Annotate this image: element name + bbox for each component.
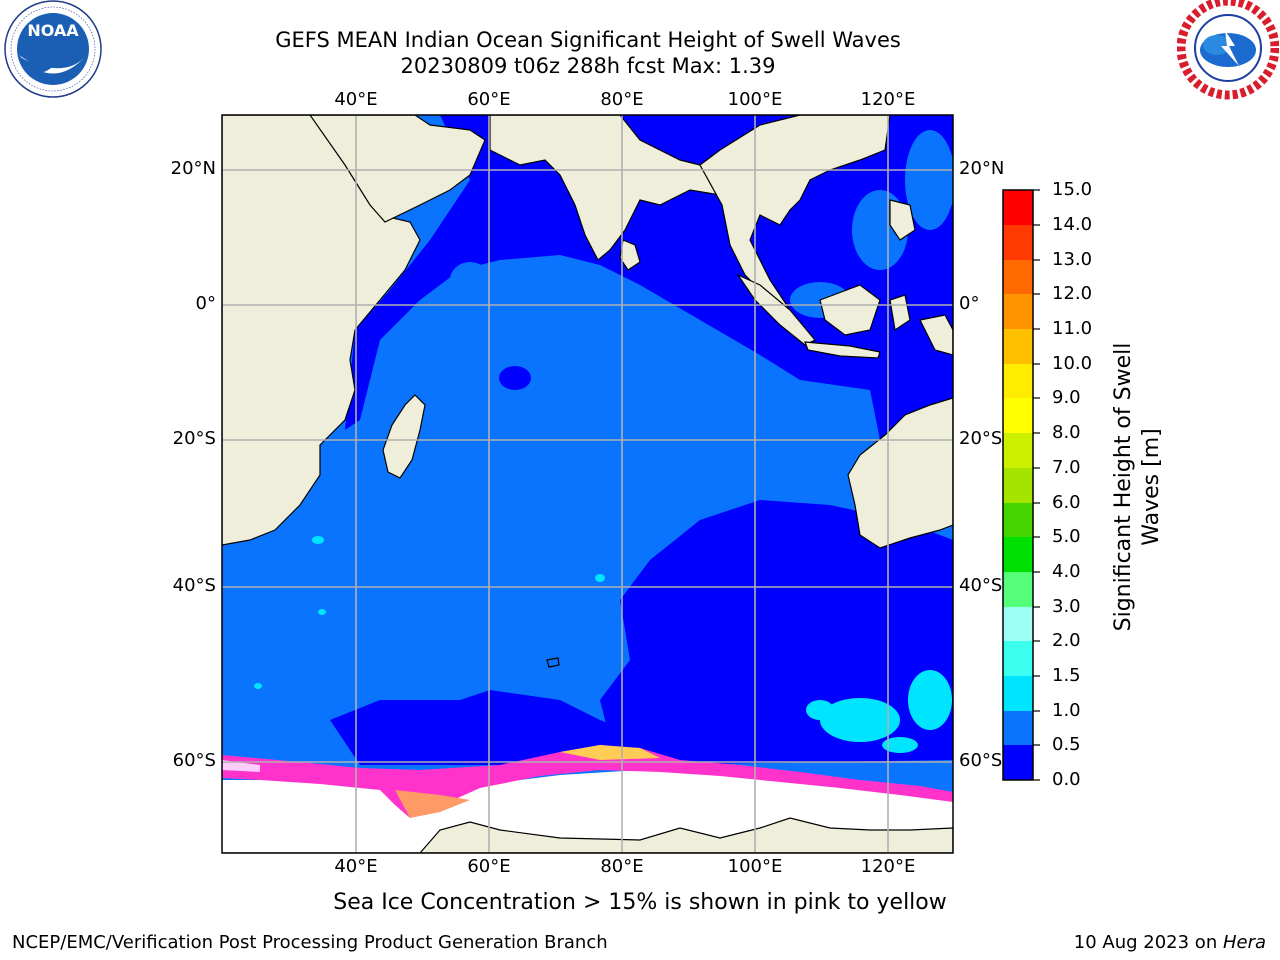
colorbar [1002,189,1040,781]
lat-tick-right-40s: 40°S [959,575,1003,596]
colorbar-tick: 1.5 [1052,665,1081,686]
dark-blue-southwest [330,690,650,765]
colorbar-tick: 2.0 [1052,630,1081,651]
colorbar-label: Significant Height of Swell Waves [m] [1110,327,1170,647]
lon-tick-bottom-60e: 60°E [467,856,511,877]
arabia-land [309,115,486,223]
india-land [489,115,721,261]
sea-ice-note: Sea Ice Concentration > 15% is shown in … [333,890,947,915]
colorbar-tick: 12.0 [1052,283,1093,304]
footer-date: 10 Aug 2023 on Hera [1074,932,1266,953]
lat-tick-right-0: 0° [959,293,980,314]
colorbar-tick: 3.0 [1052,596,1081,617]
colorbar-tick: 5.0 [1052,526,1081,547]
cyan-patches [254,536,952,753]
lat-tick-left-0: 0° [195,293,216,314]
colorbar-label-line-2: Waves [m] [1139,428,1164,546]
colorbar-tick: 6.0 [1052,492,1081,513]
colorbar-tick: 11.0 [1052,318,1093,339]
colorbar-tick: 0.0 [1052,769,1081,790]
colorbar-tick: 10.0 [1052,353,1093,374]
footer-host: Hera [1222,932,1266,953]
colorbar-tick: 0.5 [1052,734,1081,755]
sri-lanka-land [619,239,641,271]
map-gridlines [222,115,953,853]
colorbar-tick: 14.0 [1052,214,1093,235]
lon-tick-top-100e: 100°E [727,89,783,110]
lat-tick-left-20n: 20°N [170,158,216,179]
noaa-logo-text: NOAA [27,21,79,40]
colorbar-tick: 13.0 [1052,249,1093,270]
antarctica-land [222,817,953,853]
lat-tick-right-20s: 20°S [959,428,1003,449]
nws-logo [1177,0,1279,100]
lon-tick-bottom-40e: 40°E [334,856,378,877]
lat-tick-right-20n: 20°N [959,158,1005,179]
colorbar-tick: 15.0 [1052,179,1093,200]
lon-tick-bottom-100e: 100°E [727,856,783,877]
lon-tick-top-60e: 60°E [467,89,511,110]
lon-tick-bottom-120e: 120°E [860,856,916,877]
colorbar-tick: 4.0 [1052,561,1081,582]
title-line-2: 20230809 t06z 288h fcst Max: 1.39 [400,54,776,78]
noaa-logo: NOAA [4,0,102,98]
lat-tick-left-60s: 60°S [172,750,216,771]
map-frame [221,114,954,854]
lat-tick-right-60s: 60°S [959,750,1003,771]
colorbar-tick: 7.0 [1052,457,1081,478]
lon-tick-bottom-80e: 80°E [600,856,644,877]
kerguelen-island [546,657,560,668]
australia-land [847,397,953,549]
colorbar-label-line-1: Significant Height of Swell [1111,342,1136,632]
colorbar-tick: 9.0 [1052,387,1081,408]
colorbar-tick: 8.0 [1052,422,1081,443]
title-line-1: GEFS MEAN Indian Ocean Significant Heigh… [275,28,901,52]
colorbar-tick: 1.0 [1052,700,1081,721]
footer-date-text: 10 Aug 2023 on [1073,932,1223,953]
borneo-land [819,284,881,336]
footer-credit: NCEP/EMC/Verification Post Processing Pr… [12,932,608,953]
java-land [804,341,881,359]
lat-tick-left-40s: 40°S [172,575,216,596]
madagascar-land [382,394,426,479]
lon-tick-top-120e: 120°E [860,89,916,110]
lat-tick-left-20s: 20°S [172,428,216,449]
lon-tick-top-40e: 40°E [334,89,378,110]
lon-tick-top-80e: 80°E [600,89,644,110]
